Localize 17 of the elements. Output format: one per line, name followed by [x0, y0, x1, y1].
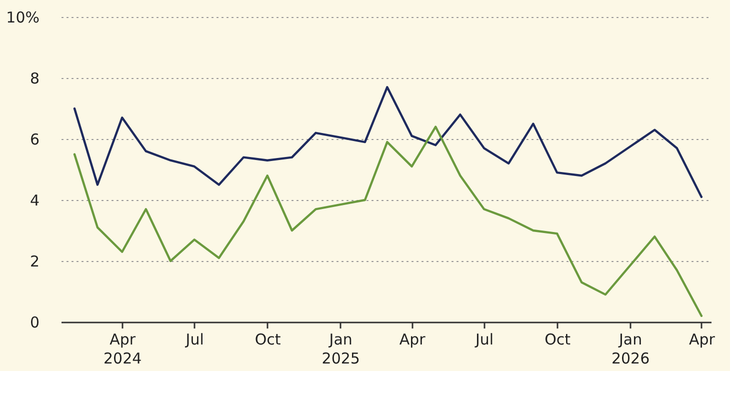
x-tick-label: Jan 2025	[322, 330, 360, 368]
y-tick-label: 6	[30, 130, 40, 148]
y-tick-label: 2	[30, 252, 40, 270]
line-series	[73, 86, 703, 198]
x-tick-label: Oct	[544, 330, 571, 348]
line-series	[73, 126, 703, 317]
y-tick-label: 8	[30, 70, 40, 88]
x-tick-label: Apr	[689, 330, 716, 348]
y-tick-label: 4	[30, 192, 40, 210]
x-tick-label: Jan 2026	[611, 330, 650, 368]
x-tick-label: Jul	[184, 330, 204, 348]
y-tick-label: 0	[30, 314, 40, 332]
x-tick-label: Apr 2024	[104, 330, 142, 368]
x-tick-label: Oct	[254, 330, 281, 348]
x-tick-label: Jul	[474, 330, 494, 348]
y-tick-label: 10%	[6, 8, 40, 26]
x-tick-label: Apr	[399, 330, 426, 348]
